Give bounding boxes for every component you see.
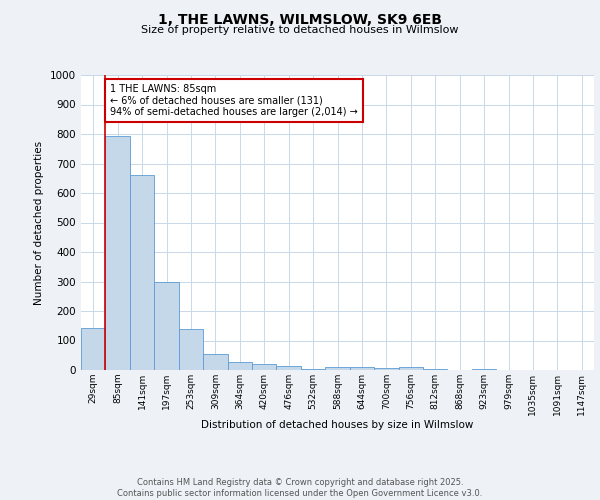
Bar [154, 282, 179, 370]
Bar [374, 368, 398, 370]
Bar [227, 362, 252, 370]
Bar [130, 176, 154, 370]
X-axis label: Distribution of detached houses by size in Wilmslow: Distribution of detached houses by size … [202, 420, 473, 430]
Bar [472, 368, 496, 370]
Text: Size of property relative to detached houses in Wilmslow: Size of property relative to detached ho… [141, 25, 459, 35]
Bar [203, 354, 227, 370]
Bar [179, 330, 203, 370]
Bar [325, 368, 350, 370]
Text: 1 THE LAWNS: 85sqm
← 6% of detached houses are smaller (131)
94% of semi-detache: 1 THE LAWNS: 85sqm ← 6% of detached hous… [110, 84, 358, 117]
Bar [423, 368, 448, 370]
Bar [350, 368, 374, 370]
Text: 1, THE LAWNS, WILMSLOW, SK9 6EB: 1, THE LAWNS, WILMSLOW, SK9 6EB [158, 12, 442, 26]
Y-axis label: Number of detached properties: Number of detached properties [34, 140, 44, 304]
Bar [398, 368, 423, 370]
Bar [106, 136, 130, 370]
Bar [301, 368, 325, 370]
Text: Contains HM Land Registry data © Crown copyright and database right 2025.
Contai: Contains HM Land Registry data © Crown c… [118, 478, 482, 498]
Bar [277, 366, 301, 370]
Bar [81, 328, 106, 370]
Bar [252, 364, 277, 370]
